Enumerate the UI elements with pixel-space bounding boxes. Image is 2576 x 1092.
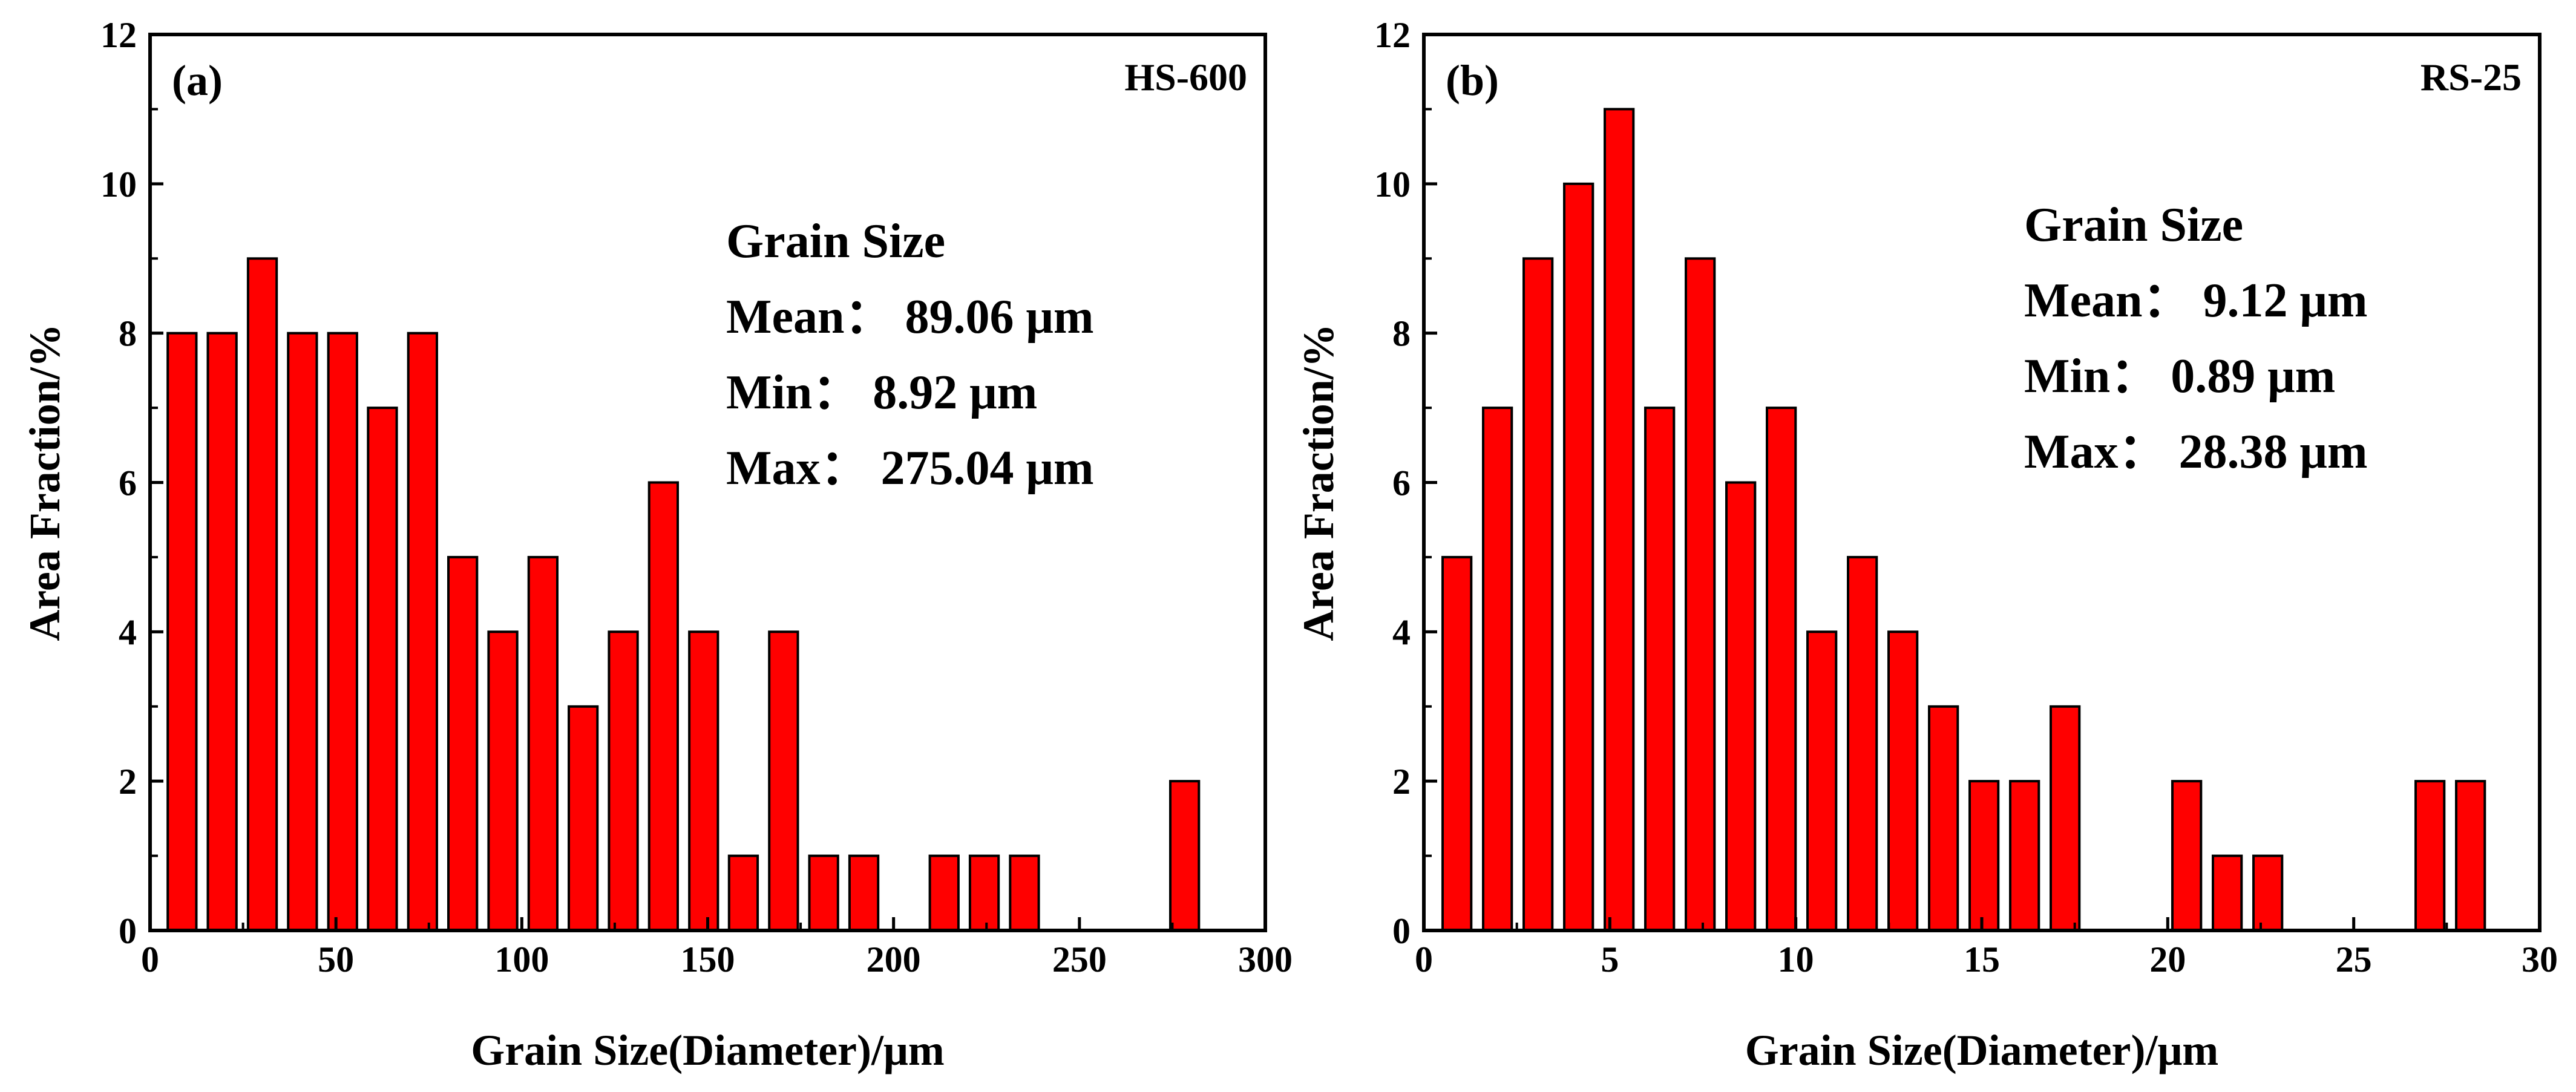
x-tick-label-b-2: 10 bbox=[1778, 940, 1814, 979]
y-axis-title-b: Area Fraction/% bbox=[1294, 324, 1343, 641]
y-tick-label-b-5: 10 bbox=[1374, 165, 1411, 204]
bar-a-7 bbox=[447, 555, 479, 932]
bar-a-0 bbox=[166, 332, 198, 932]
stats-mean-b: Mean： 9.12 μm bbox=[2024, 274, 2368, 327]
bar-a-12 bbox=[647, 481, 679, 932]
bar-a-1 bbox=[206, 332, 238, 932]
stats-max-a: Max： 275.04 μm bbox=[726, 442, 1094, 495]
bar-a-2 bbox=[246, 257, 278, 932]
x-tick-label-b-5: 25 bbox=[2336, 940, 2372, 979]
stats-max-b: Max： 28.38 μm bbox=[2024, 425, 2368, 479]
stats-min-b: Min： 0.89 μm bbox=[2024, 350, 2335, 403]
y-tick-label-a-2: 4 bbox=[119, 612, 137, 652]
sample-tag-a: HS-600 bbox=[1124, 56, 1247, 99]
y-tick-label-a-6: 12 bbox=[100, 15, 137, 55]
x-tick-label-b-3: 15 bbox=[1964, 940, 2000, 979]
y-tick-label-b-3: 6 bbox=[1392, 463, 1411, 503]
bar-b-19 bbox=[2414, 780, 2446, 932]
x-axis-title-a: Grain Size(Diameter)/μm bbox=[471, 1026, 945, 1074]
bar-b-13 bbox=[1968, 780, 2000, 932]
bar-b-15 bbox=[2050, 705, 2081, 932]
panel-label-b: (b) bbox=[1446, 56, 1499, 105]
y-tick-label-b-4: 8 bbox=[1392, 314, 1411, 354]
x-axis-b: 0 5 10 15 20 25 30 bbox=[1415, 917, 2558, 979]
x-axis-a: 0 50 100 150 200 250 300 bbox=[141, 917, 1293, 979]
bar-a-19 bbox=[968, 854, 1000, 932]
bar-a-6 bbox=[407, 332, 439, 932]
y-tick-label-b-6: 12 bbox=[1374, 15, 1411, 55]
y-tick-label-a-0: 0 bbox=[119, 911, 137, 951]
bar-a-13 bbox=[688, 630, 719, 932]
y-tick-label-b-0: 0 bbox=[1392, 911, 1411, 951]
bar-b-12 bbox=[1928, 705, 1959, 932]
y-tick-label-a-5: 10 bbox=[100, 165, 137, 204]
bar-b-20 bbox=[2455, 780, 2486, 932]
x-tick-label-a-4: 200 bbox=[867, 940, 921, 979]
bar-a-9 bbox=[527, 555, 559, 932]
y-tick-label-a-4: 8 bbox=[119, 314, 137, 354]
bar-a-17 bbox=[848, 854, 880, 932]
bar-b-7 bbox=[1725, 481, 1757, 932]
x-tick-label-b-1: 5 bbox=[1601, 940, 1619, 979]
x-tick-label-a-0: 0 bbox=[141, 940, 159, 979]
sample-tag-b: RS-25 bbox=[2420, 56, 2522, 99]
y-tick-label-a-3: 6 bbox=[119, 463, 137, 503]
bar-a-10 bbox=[568, 705, 599, 932]
bar-b-4 bbox=[1604, 108, 1635, 932]
y-axis-b: 0 2 4 6 8 10 12 bbox=[1374, 15, 1437, 951]
bar-b-14 bbox=[2009, 780, 2040, 932]
bar-a-16 bbox=[808, 854, 839, 932]
plot-frame-b bbox=[1422, 33, 2542, 932]
y-tick-label-b-1: 2 bbox=[1392, 762, 1411, 802]
x-tick-label-a-1: 50 bbox=[318, 940, 354, 979]
y-axis-title-a: Area Fraction/% bbox=[21, 324, 69, 641]
x-tick-label-a-2: 100 bbox=[494, 940, 549, 979]
panel-b: 0 2 4 6 8 10 12 0 5 10 15 20 25 30 (b) RS-25 Grain S… bbox=[1294, 15, 2558, 1074]
bar-a-8 bbox=[487, 630, 519, 932]
y-tick-label-a-1: 2 bbox=[119, 762, 137, 802]
bar-b-18 bbox=[2252, 854, 2284, 932]
x-axis-title-b: Grain Size(Diameter)/μm bbox=[1745, 1026, 2219, 1074]
stats-title-b: Grain Size bbox=[2024, 198, 2243, 252]
bar-b-3 bbox=[1563, 182, 1594, 932]
bars-a bbox=[166, 257, 1201, 932]
bar-b-8 bbox=[1766, 407, 1797, 932]
x-tick-label-b-4: 20 bbox=[2149, 940, 2186, 979]
bar-b-16 bbox=[2171, 780, 2203, 932]
bar-a-5 bbox=[367, 407, 398, 932]
bar-a-11 bbox=[608, 630, 639, 932]
stats-min-a: Min： 8.92 μm bbox=[726, 366, 1037, 419]
x-tick-label-b-0: 0 bbox=[1415, 940, 1433, 979]
y-tick-label-b-2: 4 bbox=[1392, 612, 1411, 652]
bar-b-0 bbox=[1441, 555, 1473, 932]
x-tick-label-a-5: 250 bbox=[1052, 940, 1107, 979]
x-tick-label-a-6: 300 bbox=[1238, 940, 1293, 979]
x-tick-label-a-3: 150 bbox=[681, 940, 735, 979]
bar-b-10 bbox=[1847, 555, 1878, 932]
bar-a-3 bbox=[287, 332, 318, 932]
bar-b-17 bbox=[2212, 854, 2243, 932]
y-axis-a: 0 2 4 6 8 10 12 bbox=[100, 15, 163, 951]
bars-b bbox=[1441, 108, 2486, 932]
bar-b-2 bbox=[1522, 257, 1554, 932]
bar-a-15 bbox=[768, 630, 799, 932]
bar-a-4 bbox=[327, 332, 358, 932]
bar-a-21 bbox=[1169, 780, 1201, 932]
bar-b-9 bbox=[1806, 630, 1838, 932]
bar-a-14 bbox=[727, 854, 759, 932]
panel-label-a: (a) bbox=[172, 56, 223, 105]
bar-b-6 bbox=[1685, 257, 1716, 932]
bar-a-20 bbox=[1009, 854, 1040, 932]
bar-a-18 bbox=[928, 854, 960, 932]
bar-b-5 bbox=[1644, 407, 1676, 932]
x-tick-label-b-6: 30 bbox=[2522, 940, 2558, 979]
stats-title-a: Grain Size bbox=[726, 215, 945, 268]
bar-b-11 bbox=[1887, 630, 1919, 932]
stats-mean-a: Mean： 89.06 μm bbox=[726, 290, 1094, 344]
bar-b-1 bbox=[1482, 407, 1513, 932]
plot-frame-a bbox=[148, 33, 1267, 932]
